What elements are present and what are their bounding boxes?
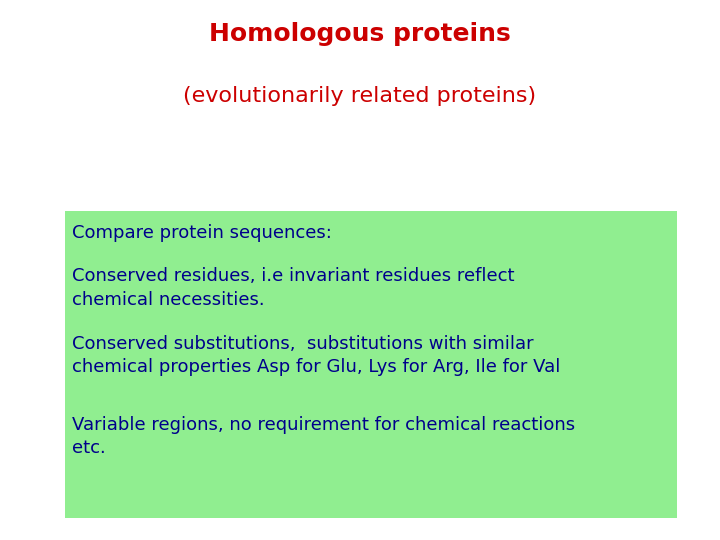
Text: Homologous proteins: Homologous proteins <box>209 22 511 45</box>
Text: Compare protein sequences:: Compare protein sequences: <box>72 224 332 242</box>
Text: Variable regions, no requirement for chemical reactions
etc.: Variable regions, no requirement for che… <box>72 416 575 457</box>
Text: Conserved residues, i.e invariant residues reflect
chemical necessities.: Conserved residues, i.e invariant residu… <box>72 267 515 309</box>
Text: Conserved substitutions,  substitutions with similar
chemical properties Asp for: Conserved substitutions, substitutions w… <box>72 335 560 376</box>
Text: (evolutionarily related proteins): (evolutionarily related proteins) <box>184 86 536 106</box>
FancyBboxPatch shape <box>65 211 677 518</box>
